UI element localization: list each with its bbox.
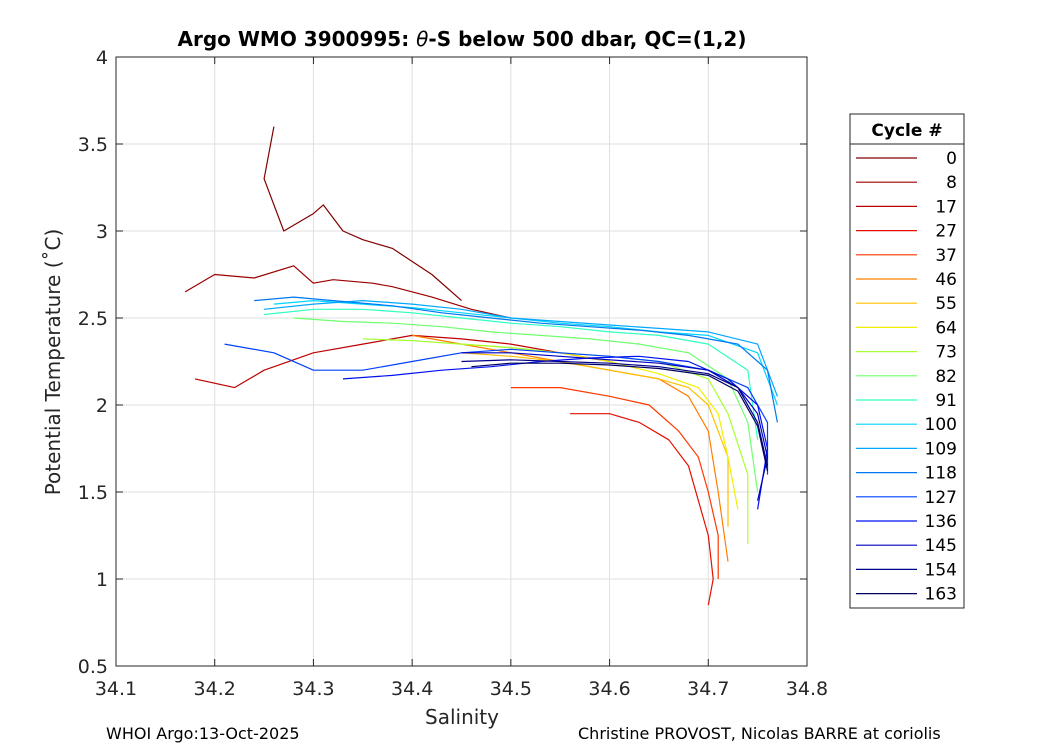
title-theta: θ (416, 27, 428, 51)
legend-label: 17 (935, 197, 957, 217)
y-tick-labels: 0.5 1 1.5 2 2.5 3 3.5 4 (78, 47, 108, 678)
y-tick-label: 2 (96, 395, 108, 417)
series-line-cycle-0 (263, 126, 462, 302)
series-line-cycle-27 (570, 413, 714, 606)
x-tick-label: 34.5 (490, 678, 532, 700)
x-tick-label: 34.1 (95, 678, 137, 700)
legend: Cycle # 0 8 17 27 37 46 55 64 73 82 91 100 109 118 127… (849, 113, 965, 609)
legend-label: 154 (925, 560, 957, 580)
legend-label: 91 (935, 391, 957, 411)
x-tick-label: 34.4 (391, 678, 433, 700)
series-line-cycle-100 (273, 300, 778, 406)
series-line-cycle-109 (264, 300, 778, 397)
legend-label: 118 (925, 464, 957, 484)
series-line-cycle-82 (293, 317, 759, 493)
y-tick-label: 1 (96, 569, 108, 591)
y-tick-label: 0.5 (78, 656, 108, 678)
y-tick-label: 3.5 (78, 134, 108, 156)
x-tick-labels: 34.1 34.2 34.3 34.4 34.5 34.6 34.7 34.8 (95, 678, 828, 700)
legend-label: 127 (925, 488, 957, 508)
series-line-cycle-37 (510, 387, 719, 579)
legend-title: Cycle # (871, 121, 942, 141)
legend-label: 73 (935, 343, 957, 363)
legend-label: 0 (946, 149, 957, 169)
legend-box (849, 113, 965, 609)
title-prefix: Argo WMO 3900995: (178, 27, 417, 51)
legend-label: 27 (935, 222, 957, 242)
y-tick-label: 4 (96, 47, 108, 69)
x-tick-label: 34.3 (292, 678, 334, 700)
y-tick-label: 3 (96, 221, 108, 243)
title-suffix: -S below 500 dbar, QC=(1,2) (428, 27, 746, 51)
footer-left: WHOI Argo:13-Oct-2025 (106, 724, 300, 743)
plot-frame (115, 56, 808, 667)
x-tick-label: 34.6 (588, 678, 630, 700)
footer-right: Christine PROVOST, Nicolas BARRE at cori… (578, 724, 941, 743)
ticks (115, 56, 808, 667)
legend-label: 136 (925, 512, 957, 532)
legend-label: 100 (925, 415, 957, 435)
chart-title: Argo WMO 3900995: θ-S below 500 dbar, QC… (178, 27, 747, 51)
x-tick-label: 34.2 (194, 678, 236, 700)
legend-label: 37 (935, 246, 957, 266)
series-group (184, 126, 778, 606)
legend-items: 0 8 17 27 37 46 55 64 73 82 91 100 109 118 127 136 145 15… (856, 149, 957, 605)
series-line-cycle-145 (461, 352, 769, 501)
legend-label: 64 (935, 318, 957, 338)
legend-label: 82 (935, 367, 957, 387)
legend-label: 46 (935, 270, 957, 290)
series-line-cycle-163 (471, 362, 769, 472)
x-tick-label: 34.8 (786, 678, 828, 700)
legend-label: 163 (925, 585, 957, 605)
series-line-cycle-154 (461, 359, 769, 467)
legend-label: 8 (946, 173, 957, 193)
y-axis-label: Potential Temperature (˚C) (41, 229, 65, 496)
x-axis-label: Salinity (425, 705, 499, 729)
y-tick-label: 2.5 (78, 308, 108, 330)
legend-label: 55 (935, 294, 957, 314)
y-tick-label: 1.5 (78, 482, 108, 504)
legend-label: 109 (925, 439, 957, 459)
series-line-cycle-8 (184, 265, 512, 319)
x-tick-label: 34.7 (687, 678, 729, 700)
series-line-cycle-91 (264, 308, 759, 440)
series-line-cycle-118 (254, 296, 778, 423)
series-line-cycle-55 (461, 352, 729, 527)
series-line-cycle-127 (224, 343, 769, 475)
legend-label: 145 (925, 536, 957, 556)
series-line-cycle-136 (342, 355, 769, 510)
